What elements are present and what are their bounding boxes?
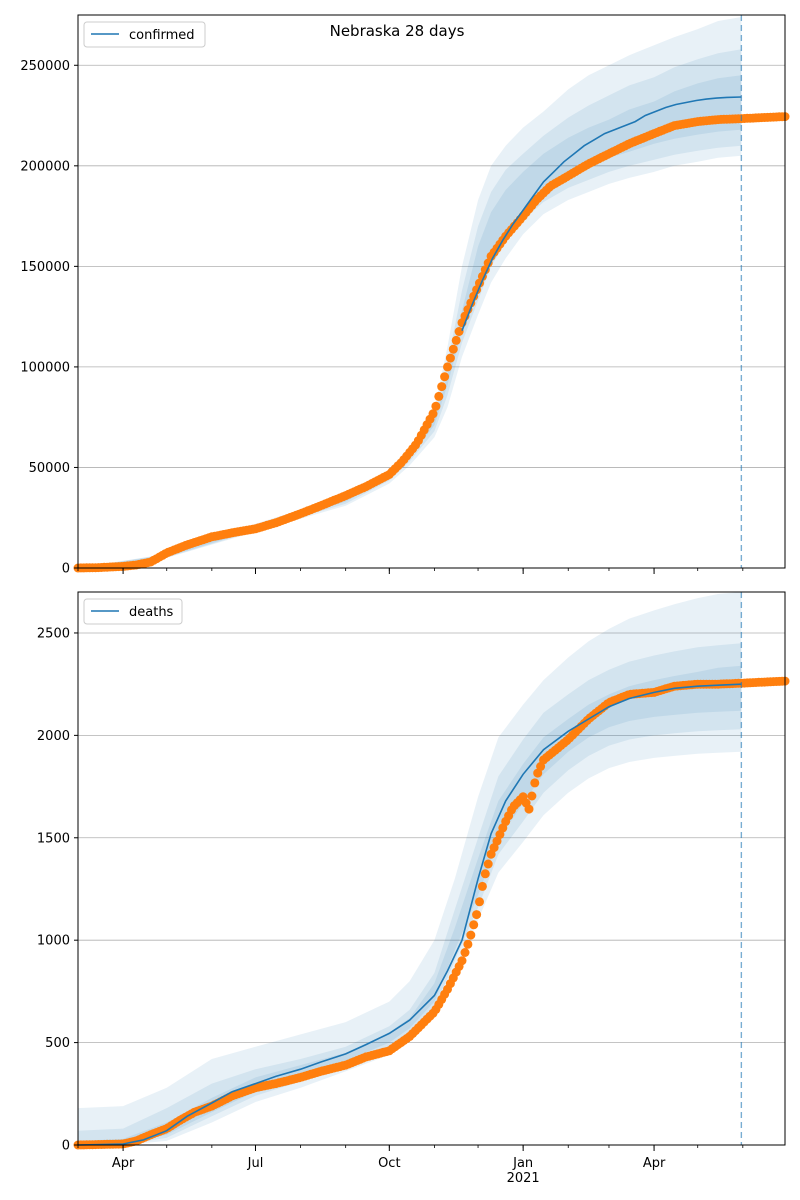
confirmed-observed-point <box>445 353 455 363</box>
deaths-y-tick-label: 2000 <box>37 729 70 744</box>
confirmed-x-ticks <box>77 568 744 574</box>
confirmed-model-line <box>461 96 742 331</box>
deaths-x-tick-label: Oct <box>378 1156 400 1171</box>
confirmed-median-line <box>461 96 742 331</box>
confirmed-legend: confirmed <box>83 21 206 48</box>
deaths-y-ticks: 0 500 1000 1500 2000 2500 <box>37 626 78 1154</box>
deaths-y-tick-label: 2500 <box>37 626 70 641</box>
confirmed-observed-point <box>428 409 438 419</box>
deaths-observed-point <box>472 910 482 920</box>
deaths-legend-box <box>83 598 183 625</box>
confirmed-observed-point <box>443 362 452 372</box>
confirmed-band-0 <box>78 17 742 568</box>
deaths-x-tick-label: Jan <box>512 1156 533 1171</box>
deaths-observed-point <box>475 897 484 907</box>
confirmed-observed-point <box>431 401 441 411</box>
confirmed-y-tick-label: 50000 <box>29 461 70 476</box>
deaths-legend-label: deaths <box>129 605 174 620</box>
deaths-legend: deaths <box>83 598 183 625</box>
deaths-axes <box>77 591 786 1146</box>
deaths-y-tick-label: 500 <box>45 1036 70 1051</box>
deaths-y-tick-label: 1500 <box>37 831 70 846</box>
confirmed-observed-point <box>434 391 444 401</box>
confirmed-axes-frame <box>77 14 786 569</box>
confirmed-band-1 <box>78 49 742 568</box>
confirmed-observed-point <box>448 344 458 354</box>
deaths-observed-point <box>469 920 479 930</box>
deaths-observed-point <box>463 939 473 949</box>
deaths-panel: 0 500 1000 1500 2000 2500 Apr Jul Oct Jan Apr 2021… <box>37 591 790 1186</box>
deaths-x-year-label: 2021 <box>507 1171 540 1186</box>
deaths-observed-point <box>457 956 467 966</box>
deaths-band-1 <box>78 643 742 1145</box>
deaths-y-tick-label: 0 <box>62 1139 70 1154</box>
deaths-band-2 <box>78 665 742 1145</box>
deaths-x-tick-label: Apr <box>643 1156 666 1171</box>
confirmed-panel: 0 50000 100000 150000 200000 250000 Nebraska … <box>20 14 790 577</box>
confirmed-legend-label: confirmed <box>129 28 195 43</box>
confirmed-axes <box>77 14 786 569</box>
confirmed-y-tick-label: 100000 <box>20 360 70 375</box>
confirmed-y-tick-label: 200000 <box>20 159 70 174</box>
deaths-observed-point <box>527 791 537 801</box>
deaths-observed-point <box>524 804 534 814</box>
confirmed-observed-point <box>440 372 450 382</box>
deaths-observed-point <box>460 948 470 957</box>
deaths-axes-frame <box>77 591 786 1146</box>
confirmed-legend-box <box>83 21 206 48</box>
deaths-x-ticks: Apr Jul Oct Jan Apr 2021 <box>77 1145 744 1186</box>
confirmed-y-tick-label: 250000 <box>20 59 70 74</box>
deaths-y-tick-label: 1000 <box>37 934 70 949</box>
deaths-x-tick-label: Apr <box>112 1156 135 1171</box>
confirmed-y-tick-label: 0 <box>62 562 70 577</box>
deaths-observed-points <box>73 676 790 1150</box>
confirmed-observed-points <box>73 112 790 573</box>
confirmed-observed-point <box>437 382 447 392</box>
confirmed-observed-point <box>454 327 464 336</box>
deaths-observed-point <box>480 869 490 879</box>
confirmed-y-tick-label: 150000 <box>20 260 70 275</box>
deaths-observed-point <box>483 859 493 869</box>
confirmed-observed-point <box>451 335 461 345</box>
confirmed-y-ticks: 0 50000 100000 150000 200000 250000 <box>20 59 78 577</box>
deaths-observed-point <box>477 881 487 891</box>
chart-title: Nebraska 28 days <box>330 22 465 40</box>
deaths-x-tick-label: Jul <box>247 1156 264 1171</box>
deaths-observed-point <box>466 930 476 940</box>
deaths-model-line <box>77 683 742 1146</box>
deaths-median-line <box>77 683 742 1146</box>
deaths-observed-point <box>530 778 540 788</box>
